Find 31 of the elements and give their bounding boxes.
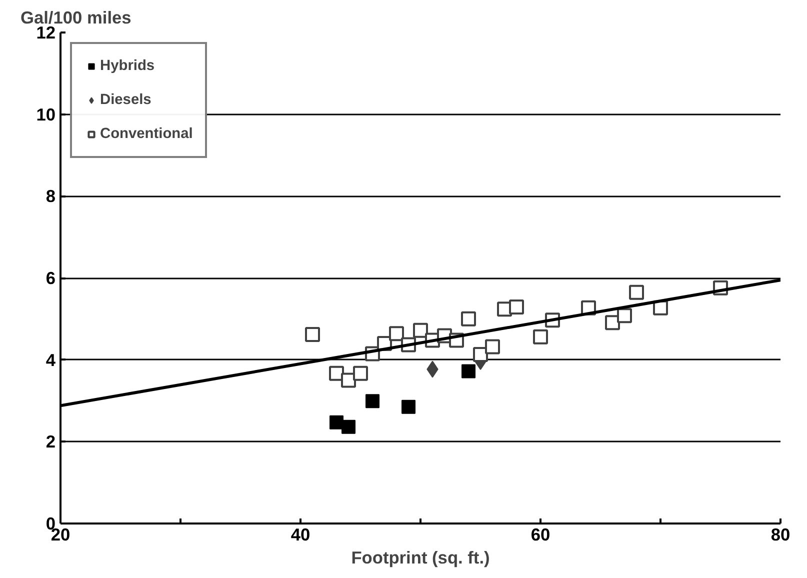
point (462, 364, 476, 378)
point (473, 347, 488, 362)
point (329, 366, 344, 381)
y-tick-label: 8 (46, 186, 56, 206)
point (353, 366, 368, 381)
point (461, 311, 476, 326)
point (341, 372, 356, 388)
point (509, 300, 524, 315)
legend-label: Diesels (100, 92, 152, 108)
point (413, 322, 428, 338)
point (485, 339, 500, 354)
x-tick-label: 80 (770, 524, 790, 544)
point (342, 420, 356, 434)
x-tick-label: 60 (530, 524, 550, 544)
point (629, 284, 644, 300)
point (330, 415, 344, 430)
point (533, 329, 548, 344)
point (305, 326, 320, 342)
point (617, 308, 632, 324)
y-tick-label: 4 (46, 350, 56, 370)
legend-label: Hybrids (100, 58, 155, 74)
y-tick-label: 10 (36, 104, 56, 124)
x-axis-title: Footprint (sq. ft.) (351, 548, 490, 568)
point (605, 315, 620, 330)
point (402, 400, 416, 414)
y-tick-label: 2 (46, 432, 56, 452)
point (366, 394, 380, 408)
x-tick-label: 40 (290, 524, 310, 544)
point (389, 326, 404, 342)
legend-label: Conventional (100, 126, 193, 142)
y-tick-label: 6 (46, 268, 56, 288)
